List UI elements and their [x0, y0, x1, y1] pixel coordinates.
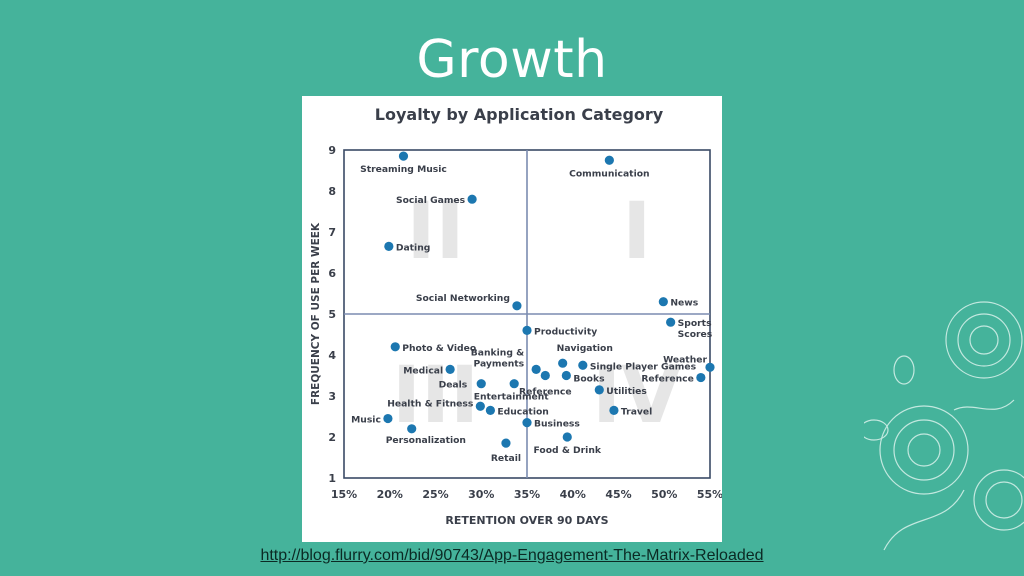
quadrant-label: III [392, 351, 479, 441]
data-label: Entertainment [474, 392, 550, 403]
y-tick-label: 6 [328, 267, 336, 280]
x-axis-label: RETENTION OVER 90 DAYS [445, 514, 608, 527]
x-tick-label: 50% [651, 488, 677, 501]
data-point [578, 360, 588, 370]
data-point [485, 405, 495, 415]
data-label: Medical [403, 365, 443, 376]
data-label: Photo & Video [402, 343, 476, 354]
x-tick-label: 55% [697, 488, 722, 501]
data-point [445, 364, 455, 374]
data-label: Personalization [386, 435, 466, 446]
data-label: Retail [491, 453, 521, 464]
x-tick-label: 15% [331, 488, 357, 501]
source-link[interactable]: http://blog.flurry.com/bid/90743/App-Eng… [260, 547, 764, 564]
data-point [398, 151, 409, 161]
y-tick-label: 4 [328, 349, 336, 362]
data-point [705, 362, 715, 372]
y-tick-label: 8 [328, 185, 336, 198]
data-label: Dating [396, 242, 431, 253]
data-label: Reference [641, 374, 694, 385]
data-point [522, 325, 532, 335]
data-label: Single Player Games [590, 361, 697, 372]
quadrant-label: II [406, 187, 464, 277]
data-label: Utilities [606, 386, 647, 397]
x-tick-label: 40% [560, 488, 586, 501]
data-label: Deals [439, 380, 468, 391]
data-label: Health & Fitness [387, 398, 474, 409]
data-label: Communication [569, 168, 649, 179]
y-tick-label: 2 [328, 431, 336, 444]
data-label: Travel [621, 406, 652, 417]
x-tick-label: 45% [605, 488, 631, 501]
data-label: Productivity [534, 326, 597, 337]
data-point [609, 405, 619, 415]
data-point [467, 194, 477, 204]
data-label: Social Networking [416, 293, 510, 304]
data-label: Business [534, 419, 580, 430]
quadrant-label: I [622, 187, 651, 277]
data-label: News [670, 298, 698, 309]
y-axis-label: FREQUENCY OF USE PER WEEK [310, 222, 322, 405]
data-point [476, 379, 486, 389]
data-point [562, 432, 572, 442]
data-point [383, 413, 393, 424]
data-point [666, 317, 676, 327]
data-point [658, 297, 668, 307]
x-tick-label: 30% [468, 488, 494, 501]
slide-title: Growth [416, 30, 608, 90]
data-point [501, 438, 511, 448]
data-label: Navigation [557, 343, 613, 354]
data-point [407, 424, 417, 434]
data-point [522, 418, 532, 428]
data-point [531, 364, 541, 374]
quadrant-label: IV [592, 351, 681, 441]
data-point [594, 385, 604, 395]
y-tick-label: 7 [328, 226, 336, 239]
floral-decoration [864, 301, 1024, 551]
y-tick-label: 1 [328, 472, 336, 485]
data-point [604, 155, 614, 165]
data-point [509, 379, 519, 389]
data-point [558, 358, 568, 368]
data-label: Books [573, 374, 605, 385]
data-label: Music [351, 415, 381, 426]
x-tick-label: 35% [514, 488, 540, 501]
data-point [696, 372, 706, 383]
data-label: Banking & Payments [471, 347, 525, 369]
data-label: Sports Scores [678, 318, 713, 340]
data-point [561, 370, 571, 381]
data-point [384, 241, 394, 251]
y-tick-label: 3 [328, 390, 336, 403]
y-tick-label: 5 [328, 308, 336, 321]
data-point [390, 342, 400, 352]
chart-title: Loyalty by Application Category [375, 105, 664, 124]
data-label: Streaming Music [360, 164, 447, 175]
data-label: Reference [519, 387, 572, 398]
data-label: Weather [663, 354, 707, 365]
data-label: Food & Drink [534, 445, 602, 456]
data-point [512, 301, 522, 311]
data-label: Social Games [396, 195, 466, 206]
data-point [475, 401, 485, 411]
data-label: Education [497, 406, 548, 417]
x-tick-label: 20% [377, 488, 403, 501]
x-tick-label: 25% [422, 488, 448, 501]
chart-panel: II I III IV Loyalty by Application Category 1… [302, 96, 722, 542]
data-point [540, 370, 550, 381]
y-tick-label: 9 [328, 144, 336, 157]
